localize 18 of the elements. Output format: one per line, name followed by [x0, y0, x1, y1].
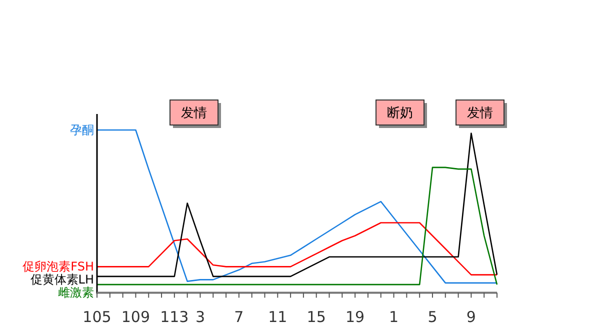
x-tick-label: 109	[121, 308, 150, 324]
x-tick-label: 19	[346, 308, 365, 324]
x-tick-label: 7	[234, 308, 244, 324]
text: 断奶	[387, 106, 413, 121]
x-tick-label: 3	[195, 308, 205, 324]
series-label: 促卵泡素FSH	[22, 260, 94, 274]
series-label: 雌激素	[58, 286, 94, 300]
text: 发情	[467, 106, 493, 121]
x-tick-label: 105	[82, 308, 112, 324]
series-label: 孕酮	[70, 123, 94, 137]
x-tick-label: 113	[160, 308, 189, 324]
x-tick-label: 9	[466, 308, 476, 324]
series-label: 促黄体素LH	[30, 272, 94, 287]
x-tick-label: 11	[268, 308, 288, 324]
x-tick-label: 5	[428, 308, 438, 324]
text: 发情	[181, 106, 207, 121]
x-tick-label: 1	[389, 308, 399, 324]
x-tick-label: 15	[306, 308, 326, 324]
